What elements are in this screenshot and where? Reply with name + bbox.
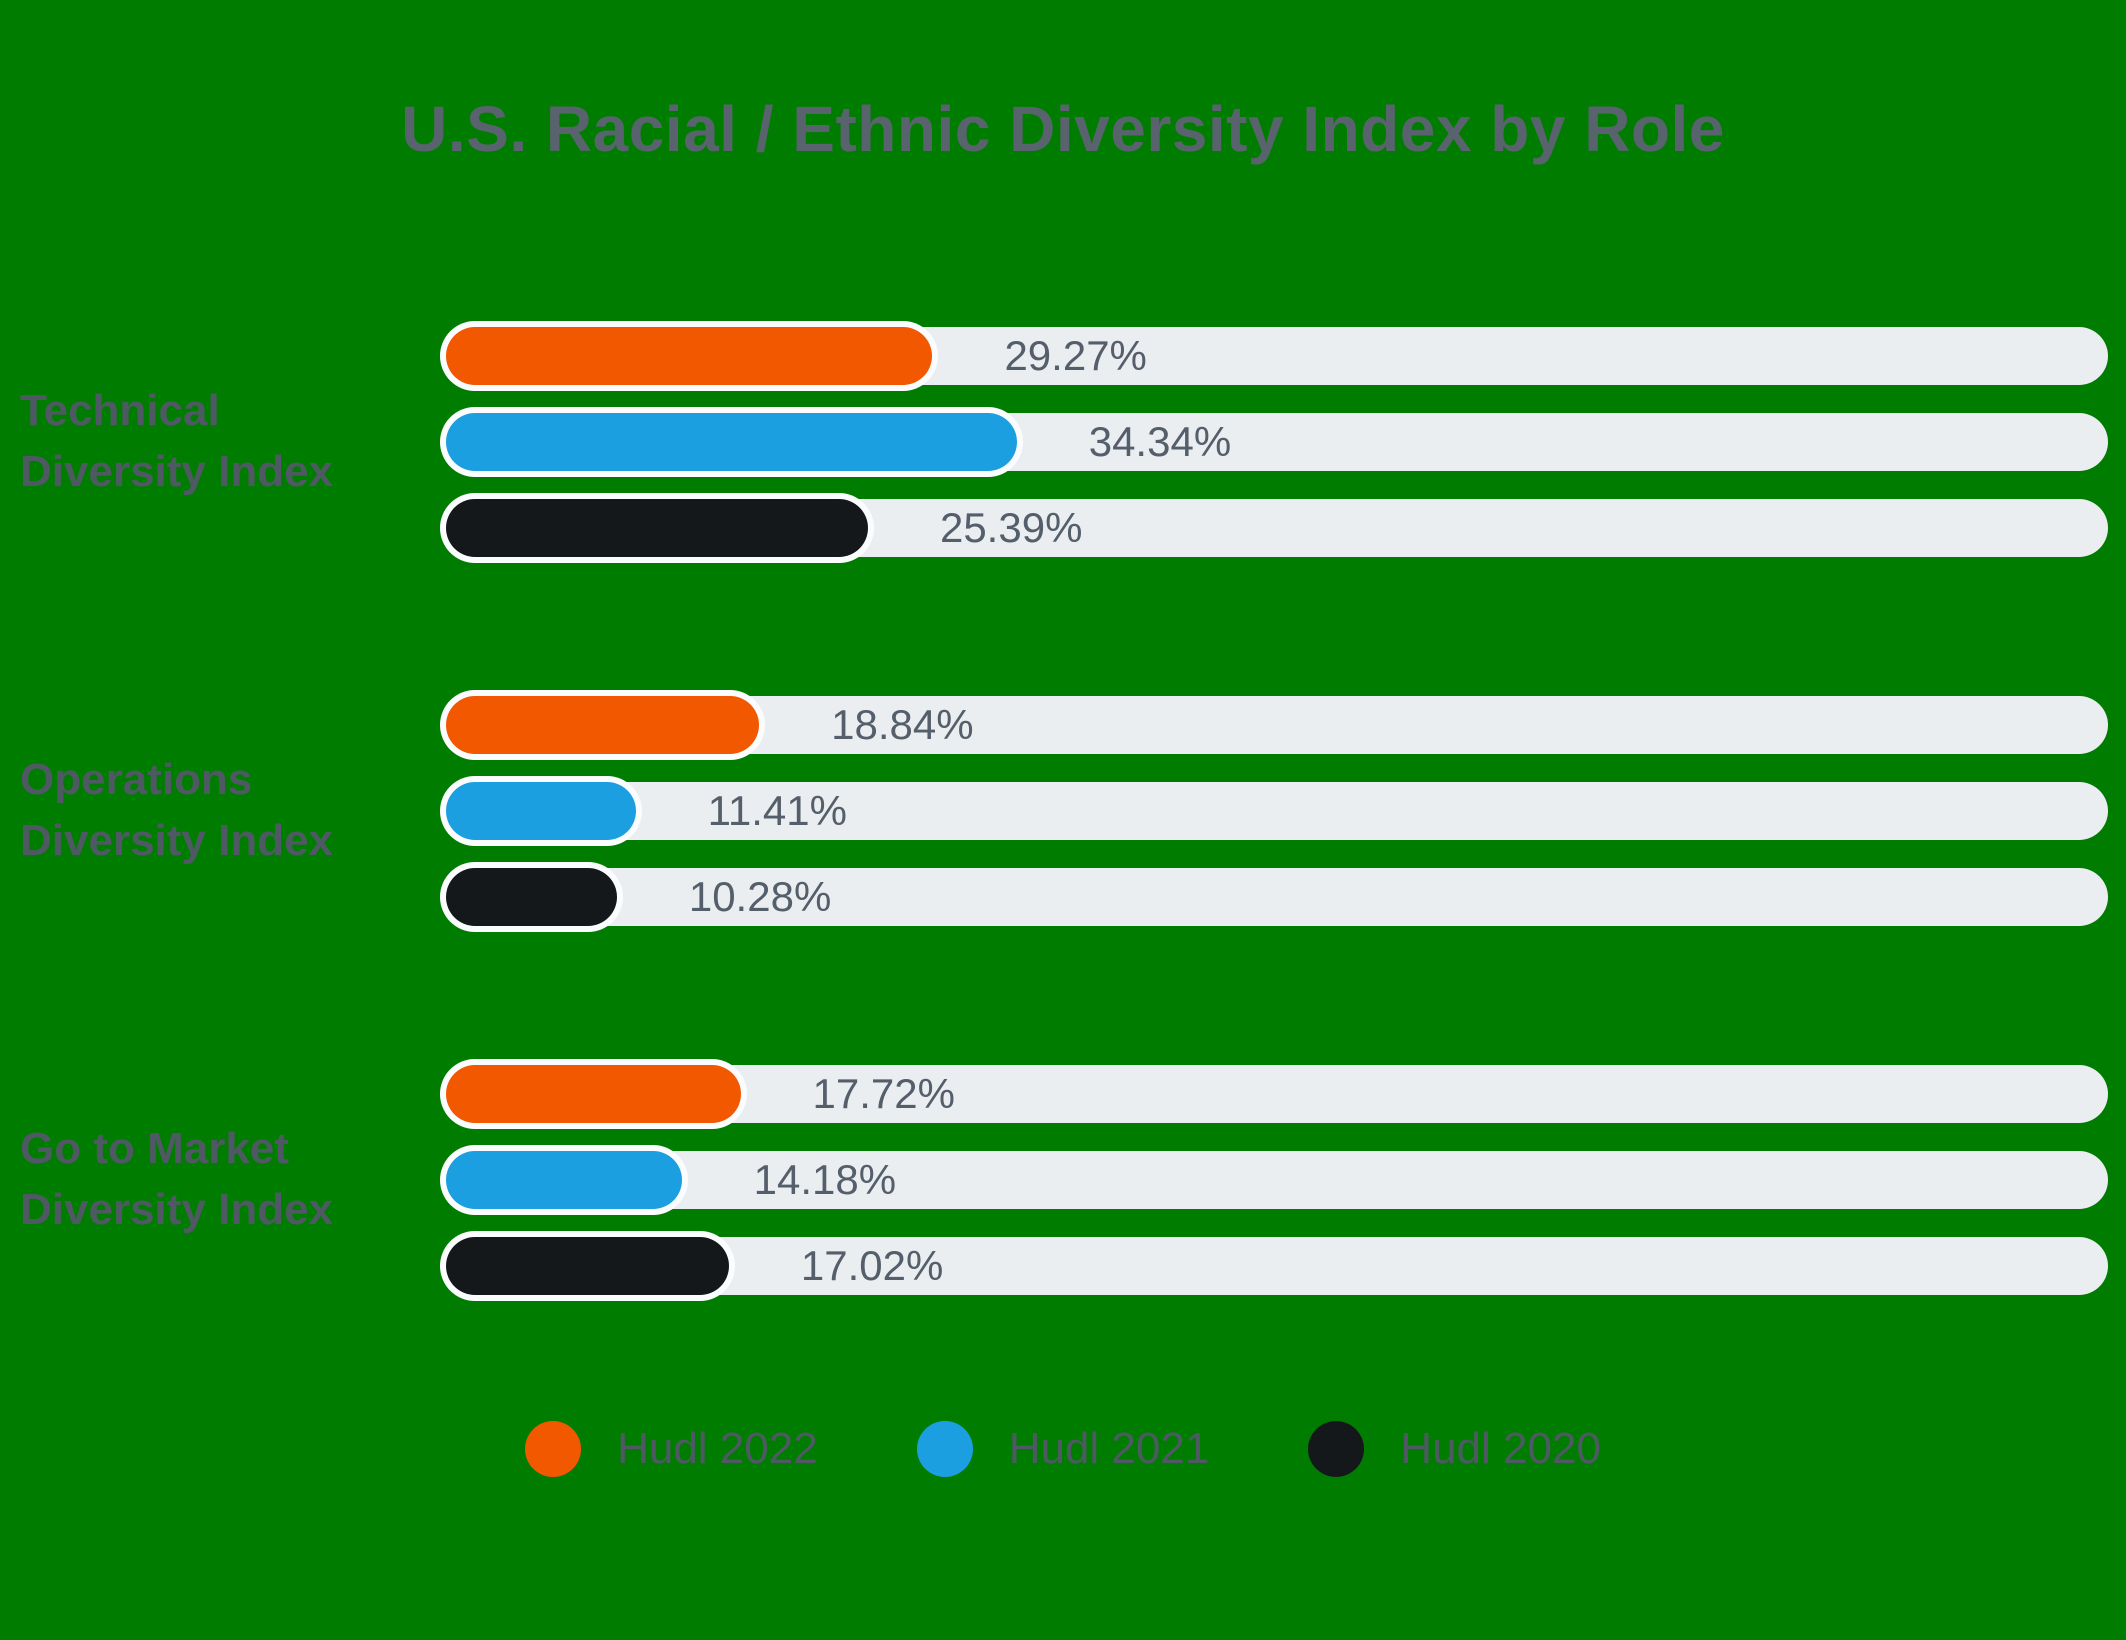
bar-track: 29.27% [446,327,2108,385]
bar-value-label: 34.34% [1088,418,1232,465]
bar-fill [446,868,617,926]
bar-value-label: 14.18% [753,1156,897,1203]
bar-track: 17.02% [446,1237,2108,1295]
category-label-line: Technical [20,386,220,436]
category-label-go-to-market: Go to Market Diversity Index [0,1065,446,1295]
bar-track: 34.34% [446,413,2108,471]
bar-value-label: 25.39% [939,504,1083,551]
legend-item-hudl-2022: Hudl 2022 [525,1421,818,1477]
bar-fill [446,327,933,385]
category-label-technical: Technical Diversity Index [0,327,446,557]
legend-label: Hudl 2021 [1008,1424,1210,1473]
bar-track: 10.28% [446,868,2108,926]
bar-value-label: 10.28% [688,873,832,920]
bar-track: 11.41% [446,782,2108,840]
bar-value-label: 29.27% [1004,332,1147,379]
legend-label: Hudl 2020 [1400,1424,1601,1473]
bar-track: 25.39% [446,499,2108,557]
bar-rows: 29.27% 34.34% 25.39% [446,327,2108,557]
legend-swatch-icon [916,1421,973,1477]
bar-chart: Technical Diversity Index 29.27% 34.34% … [0,327,2126,1295]
bar-rows: 17.72% 14.18% 17.02% [446,1065,2108,1295]
category-label-line: Operations [20,755,253,805]
bar-fill [446,1065,741,1123]
bar-fill [446,499,868,557]
category-label-line: Diversity Index [20,816,334,865]
bar-fill [446,1151,682,1209]
bar-track: 18.84% [446,696,2108,754]
bar-track: 17.72% [446,1065,2108,1123]
legend-swatch-icon [1308,1421,1365,1477]
legend-swatch-icon [525,1421,582,1477]
legend: Hudl 2022 Hudl 2021 Hudl 2020 [0,1421,2126,1477]
bar-fill [446,413,1017,471]
bar-value-label: 17.02% [800,1242,944,1289]
bar-fill [446,1237,729,1295]
chart-title: U.S. Racial / Ethnic Diversity Index by … [401,93,1725,165]
legend-item-hudl-2020: Hudl 2020 [1308,1421,1601,1477]
bar-fill [446,696,760,754]
category-label-line: Diversity Index [20,447,334,496]
bar-fill [446,782,636,840]
group-operations: Operations Diversity Index 18.84% 11.41%… [0,696,2126,926]
legend-label: Hudl 2022 [617,1424,818,1473]
bar-rows: 18.84% 11.41% 10.28% [446,696,2108,926]
bar-value-label: 18.84% [831,701,974,748]
category-label-operations: Operations Diversity Index [0,696,446,926]
bar-value-label: 17.72% [812,1070,955,1117]
category-label-line: Diversity Index [20,1185,334,1234]
group-go-to-market: Go to Market Diversity Index 17.72% 14.1… [0,1065,2126,1295]
legend-item-hudl-2021: Hudl 2021 [916,1421,1210,1477]
group-technical: Technical Diversity Index 29.27% 34.34% … [0,327,2126,557]
bar-track: 14.18% [446,1151,2108,1209]
category-label-line: Go to Market [20,1124,289,1174]
bar-value-label: 11.41% [707,787,847,834]
